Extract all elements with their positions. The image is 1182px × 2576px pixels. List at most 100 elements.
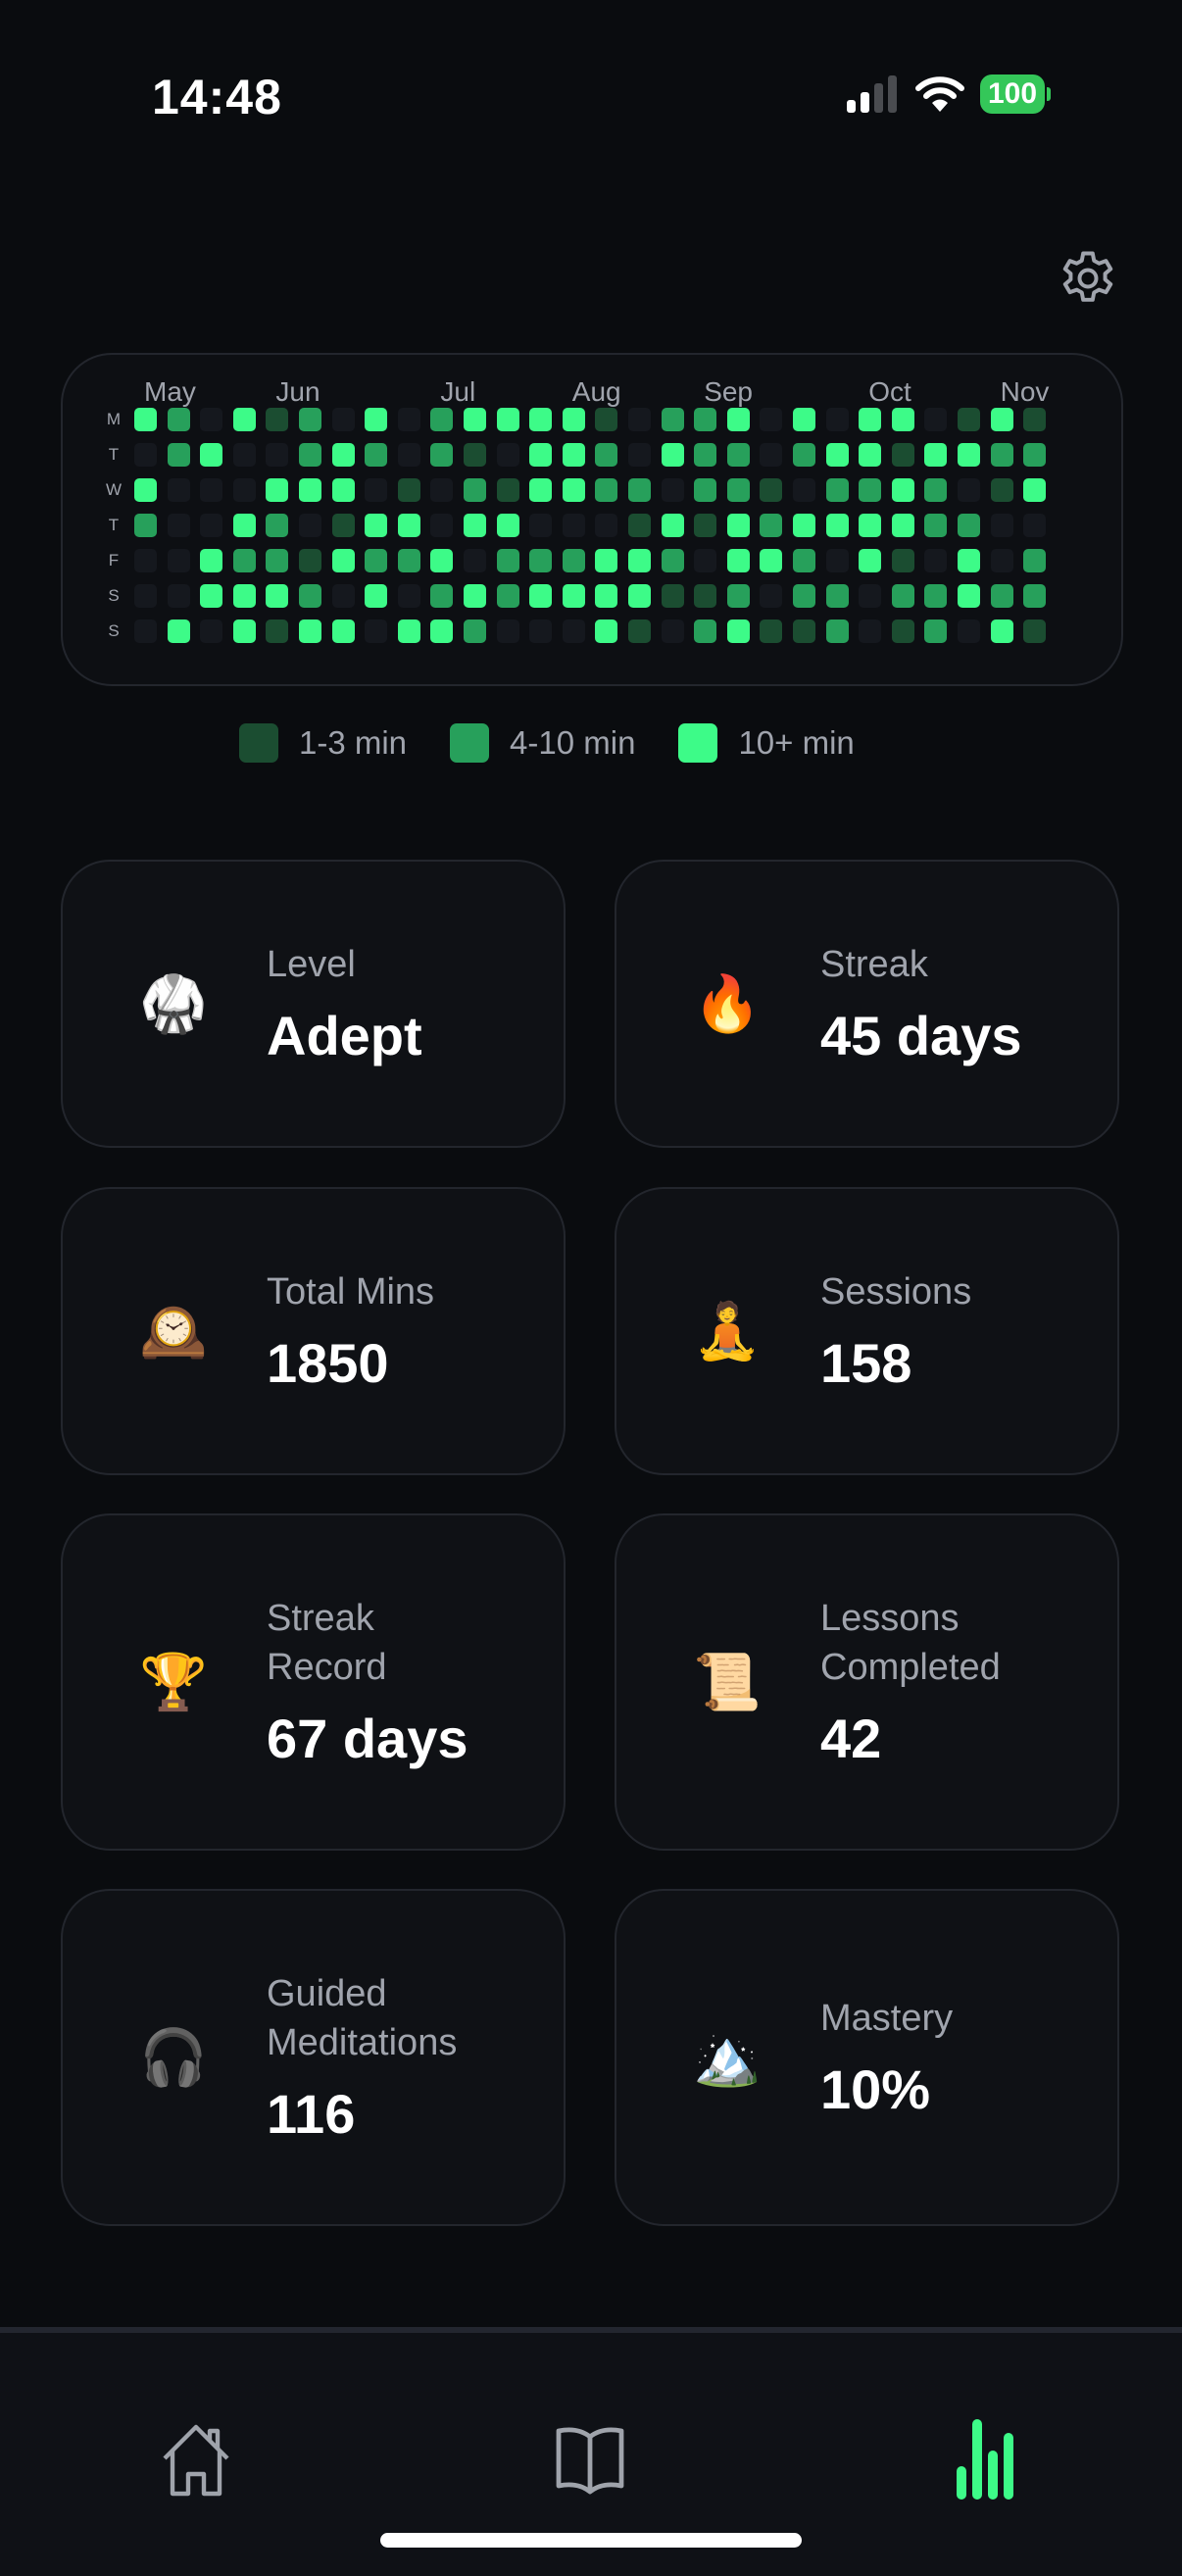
heatmap-cell[interactable] xyxy=(496,443,519,467)
heatmap-cell[interactable] xyxy=(331,584,355,608)
heatmap-cell[interactable] xyxy=(694,619,717,643)
heatmap-cell[interactable] xyxy=(760,549,783,572)
heatmap-cell[interactable] xyxy=(891,478,914,502)
heatmap-cell[interactable] xyxy=(266,514,289,537)
heatmap-cell[interactable] xyxy=(825,443,849,467)
heatmap-cell[interactable] xyxy=(990,584,1013,608)
heatmap-cell[interactable] xyxy=(825,408,849,431)
heatmap-cell[interactable] xyxy=(891,549,914,572)
heatmap-cell[interactable] xyxy=(562,514,585,537)
heatmap-cell[interactable] xyxy=(924,408,948,431)
heatmap-cell[interactable] xyxy=(958,619,980,643)
heatmap-cell[interactable] xyxy=(1023,514,1047,537)
heatmap-cell[interactable] xyxy=(266,443,289,467)
heatmap-cell[interactable] xyxy=(661,514,684,537)
heatmap-cell[interactable] xyxy=(331,478,355,502)
heatmap-cell[interactable] xyxy=(266,619,289,643)
heatmap-cell[interactable] xyxy=(464,549,486,572)
heatmap-cell[interactable] xyxy=(430,408,454,431)
heatmap-cell[interactable] xyxy=(595,584,618,608)
heatmap-cell[interactable] xyxy=(365,514,388,537)
heatmap-cell[interactable] xyxy=(891,584,914,608)
heatmap-cell[interactable] xyxy=(958,514,980,537)
heatmap-cell[interactable] xyxy=(299,408,321,431)
heatmap-cell[interactable] xyxy=(958,408,980,431)
heatmap-cell[interactable] xyxy=(430,619,454,643)
heatmap-cell[interactable] xyxy=(726,478,750,502)
heatmap-cell[interactable] xyxy=(694,584,717,608)
heatmap-cell[interactable] xyxy=(859,408,882,431)
heatmap-cell[interactable] xyxy=(924,514,948,537)
heatmap-cell[interactable] xyxy=(365,443,388,467)
heatmap-cell[interactable] xyxy=(1023,549,1047,572)
heatmap-cell[interactable] xyxy=(694,478,717,502)
heatmap-cell[interactable] xyxy=(661,549,684,572)
heatmap-cell[interactable] xyxy=(167,619,190,643)
heatmap-cell[interactable] xyxy=(464,408,486,431)
heatmap-cell[interactable] xyxy=(529,619,553,643)
heatmap-cell[interactable] xyxy=(891,514,914,537)
heatmap-cell[interactable] xyxy=(397,549,420,572)
heatmap-cell[interactable] xyxy=(990,514,1013,537)
heatmap-cell[interactable] xyxy=(1023,619,1047,643)
heatmap-cell[interactable] xyxy=(661,408,684,431)
heatmap-cell[interactable] xyxy=(430,514,454,537)
heatmap-cell[interactable] xyxy=(331,443,355,467)
heatmap-cell[interactable] xyxy=(595,619,618,643)
heatmap-cell[interactable] xyxy=(793,584,815,608)
heatmap-cell[interactable] xyxy=(628,619,651,643)
heatmap-cell[interactable] xyxy=(134,443,157,467)
heatmap-cell[interactable] xyxy=(825,549,849,572)
heatmap-cell[interactable] xyxy=(891,619,914,643)
heatmap-cell[interactable] xyxy=(496,408,519,431)
heatmap-cell[interactable] xyxy=(726,619,750,643)
heatmap-cell[interactable] xyxy=(266,549,289,572)
heatmap-cell[interactable] xyxy=(694,514,717,537)
heatmap-cell[interactable] xyxy=(365,478,388,502)
heatmap-cell[interactable] xyxy=(134,549,157,572)
heatmap-cell[interactable] xyxy=(529,408,553,431)
heatmap-cell[interactable] xyxy=(924,478,948,502)
heatmap-cell[interactable] xyxy=(331,514,355,537)
heatmap-cell[interactable] xyxy=(397,443,420,467)
heatmap-cell[interactable] xyxy=(628,408,651,431)
heatmap-cell[interactable] xyxy=(232,478,256,502)
heatmap-cell[interactable] xyxy=(694,549,717,572)
heatmap-cell[interactable] xyxy=(397,584,420,608)
heatmap-cell[interactable] xyxy=(167,514,190,537)
heatmap-cell[interactable] xyxy=(661,619,684,643)
heatmap-cell[interactable] xyxy=(232,584,256,608)
heatmap-cell[interactable] xyxy=(726,584,750,608)
heatmap-cell[interactable] xyxy=(793,514,815,537)
heatmap-cell[interactable] xyxy=(793,478,815,502)
heatmap-cell[interactable] xyxy=(232,514,256,537)
nav-stats-button[interactable] xyxy=(935,2411,1033,2509)
heatmap-cell[interactable] xyxy=(232,549,256,572)
heatmap-cell[interactable] xyxy=(924,549,948,572)
heatmap-cell[interactable] xyxy=(562,443,585,467)
heatmap-cell[interactable] xyxy=(990,478,1013,502)
heatmap-cell[interactable] xyxy=(825,478,849,502)
heatmap-cell[interactable] xyxy=(397,619,420,643)
heatmap-cell[interactable] xyxy=(958,549,980,572)
heatmap-cell[interactable] xyxy=(793,408,815,431)
heatmap-cell[interactable] xyxy=(464,584,486,608)
nav-home-button[interactable] xyxy=(147,2411,245,2509)
heatmap-cell[interactable] xyxy=(200,478,223,502)
heatmap-cell[interactable] xyxy=(825,514,849,537)
heatmap-cell[interactable] xyxy=(628,549,651,572)
heatmap-cell[interactable] xyxy=(299,584,321,608)
heatmap-cell[interactable] xyxy=(760,478,783,502)
heatmap-cell[interactable] xyxy=(793,619,815,643)
heatmap-cell[interactable] xyxy=(924,443,948,467)
heatmap-cell[interactable] xyxy=(299,478,321,502)
heatmap-cell[interactable] xyxy=(562,549,585,572)
heatmap-cell[interactable] xyxy=(134,514,157,537)
heatmap-cell[interactable] xyxy=(529,443,553,467)
heatmap-cell[interactable] xyxy=(430,478,454,502)
heatmap-cell[interactable] xyxy=(1023,478,1047,502)
heatmap-cell[interactable] xyxy=(859,478,882,502)
heatmap-cell[interactable] xyxy=(167,478,190,502)
heatmap-cell[interactable] xyxy=(990,443,1013,467)
heatmap-cell[interactable] xyxy=(859,549,882,572)
